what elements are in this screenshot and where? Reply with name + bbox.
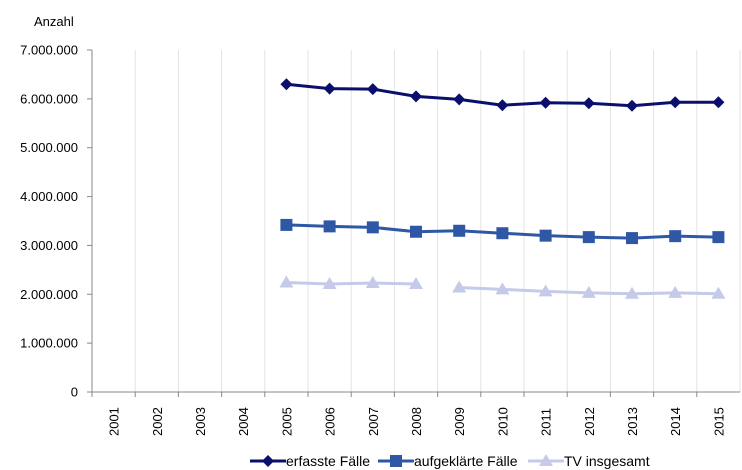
data-point bbox=[279, 275, 294, 288]
axes bbox=[91, 50, 740, 393]
legend-item-2: aufgeklärte Fälle bbox=[378, 453, 518, 469]
x-tick-label: 2007 bbox=[366, 407, 381, 436]
legend-marker bbox=[262, 455, 274, 467]
y-tick-label: 2.000.000 bbox=[20, 287, 78, 302]
data-point bbox=[410, 225, 422, 238]
y-tick-label: 4.000.000 bbox=[20, 189, 78, 204]
y-tick-label: 7.000.000 bbox=[20, 43, 78, 58]
data-point bbox=[582, 231, 595, 244]
x-tick-label: 2003 bbox=[193, 407, 208, 436]
data-point bbox=[626, 232, 638, 245]
x-tick-label: 2005 bbox=[279, 407, 294, 436]
y-tick-label: 0 bbox=[71, 385, 78, 400]
data-point bbox=[626, 99, 638, 112]
x-axis-ticks: 2001 2002 2003 2004 2005 2006 2007 2008 2009 2010… bbox=[91, 392, 726, 436]
y-tick-label: 3.000.000 bbox=[20, 238, 78, 253]
x-tick-label: 2006 bbox=[323, 407, 338, 436]
legend-item-3: TV insgesamt bbox=[528, 453, 650, 469]
x-tick-label: 2015 bbox=[711, 407, 726, 436]
data-point bbox=[365, 276, 380, 289]
series-line bbox=[459, 285, 503, 291]
data-point bbox=[453, 224, 466, 237]
y-axis-label: Anzahl bbox=[34, 14, 74, 29]
data-point bbox=[322, 277, 337, 290]
legend-item-1: erfasste Fälle bbox=[250, 453, 370, 469]
data-point bbox=[410, 90, 422, 103]
y-tick-label: 1.000.000 bbox=[20, 336, 78, 351]
x-tick-label: 2014 bbox=[668, 407, 683, 436]
x-tick-label: 2001 bbox=[107, 407, 122, 436]
x-tick-label: 2010 bbox=[495, 407, 510, 436]
data-point bbox=[496, 99, 509, 112]
legend: erfasste Fälle aufgeklärte Fälle TV insges… bbox=[250, 453, 650, 469]
data-point bbox=[496, 227, 509, 240]
data-point bbox=[582, 97, 595, 110]
x-tick-label: 2012 bbox=[582, 407, 597, 436]
x-tick-label: 2004 bbox=[236, 407, 251, 436]
data-point bbox=[625, 286, 639, 299]
series-group bbox=[279, 78, 726, 299]
series-line bbox=[286, 281, 417, 286]
data-point bbox=[668, 285, 683, 298]
data-point bbox=[452, 280, 467, 293]
legend-label: TV insgesamt bbox=[564, 453, 650, 469]
data-point bbox=[539, 229, 552, 242]
legend-marker bbox=[539, 454, 553, 466]
data-point bbox=[280, 78, 293, 91]
x-tick-label: 2011 bbox=[539, 408, 554, 436]
series-3 bbox=[279, 275, 726, 299]
data-point bbox=[712, 231, 725, 244]
data-point bbox=[366, 221, 379, 234]
data-point bbox=[323, 82, 336, 95]
data-point bbox=[453, 93, 466, 106]
data-point bbox=[669, 230, 682, 243]
series-2 bbox=[280, 218, 725, 245]
legend-label: erfasste Fälle bbox=[286, 453, 370, 469]
y-axis-ticks: 0 1.000.000 2.000.000 3.000.000 4.000.000 5.0… bbox=[20, 43, 92, 400]
data-point bbox=[538, 284, 553, 297]
legend-marker bbox=[390, 455, 402, 467]
data-point bbox=[711, 286, 726, 299]
data-point bbox=[409, 277, 423, 290]
data-point bbox=[581, 285, 596, 298]
data-point bbox=[280, 218, 293, 231]
data-point bbox=[539, 96, 552, 109]
series-line bbox=[502, 287, 719, 296]
x-tick-label: 2008 bbox=[409, 407, 424, 436]
data-point bbox=[323, 220, 336, 233]
y-tick-label: 6.000.000 bbox=[20, 91, 78, 106]
x-tick-label: 2013 bbox=[625, 407, 640, 436]
series-1 bbox=[280, 78, 725, 112]
data-point bbox=[495, 282, 510, 295]
y-tick-label: 5.000.000 bbox=[20, 140, 78, 155]
data-point bbox=[366, 83, 379, 96]
grid bbox=[134, 50, 741, 392]
x-tick-label: 2009 bbox=[452, 407, 467, 436]
data-point bbox=[669, 96, 682, 109]
legend-label: aufgeklärte Fälle bbox=[414, 453, 518, 469]
data-point bbox=[712, 96, 725, 109]
x-tick-label: 2002 bbox=[150, 407, 165, 436]
